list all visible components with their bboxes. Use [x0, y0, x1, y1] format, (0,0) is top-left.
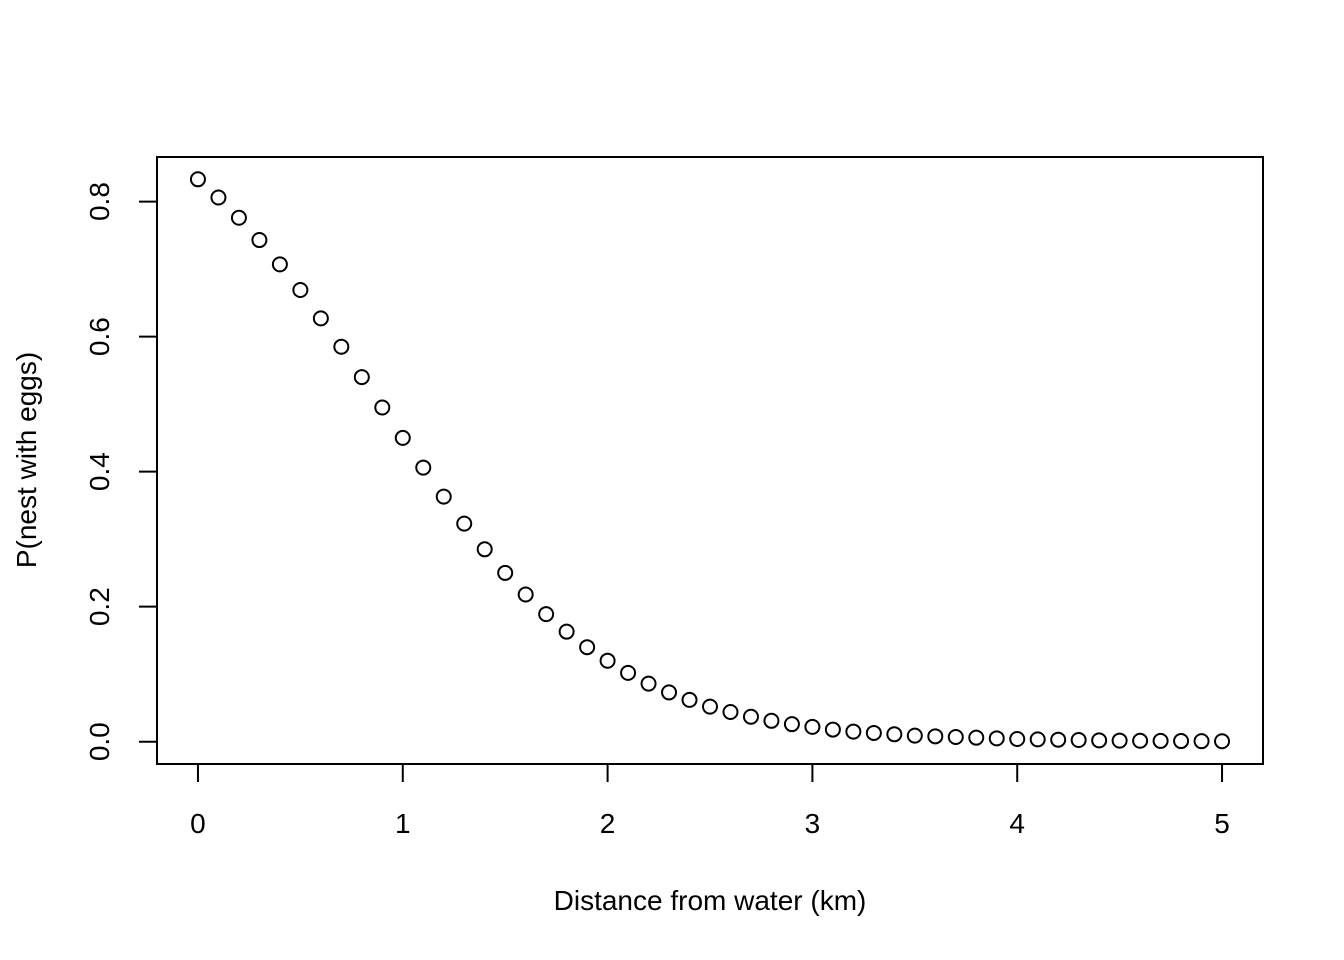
data-point: [702, 698, 718, 715]
data-point: [599, 652, 616, 669]
y-tick-label: 0.8: [84, 182, 115, 221]
data-point: [558, 623, 575, 640]
data-point: [742, 708, 759, 725]
x-axis-label: Distance from water (km): [554, 885, 867, 916]
data-point: [353, 369, 370, 386]
x-tick-label: 4: [1009, 808, 1025, 839]
data-point: [886, 726, 903, 743]
data-point: [1132, 732, 1149, 749]
data-point: [661, 684, 678, 701]
data-point: [538, 606, 555, 623]
data-point: [927, 728, 944, 745]
data-point: [435, 488, 452, 505]
data-point: [1050, 731, 1067, 748]
data-point: [947, 728, 964, 745]
x-axis: 0 1 2 3 4 5: [190, 763, 1230, 839]
data-point: [824, 721, 841, 738]
data-point: [271, 256, 288, 273]
data-point: [783, 716, 800, 733]
y-axis-label: P(nest with eggs): [11, 352, 42, 568]
data-point: [620, 664, 637, 681]
data-point: [722, 704, 739, 721]
data-point: [394, 429, 411, 446]
y-tick-label: 0.2: [84, 587, 115, 626]
data-points: [189, 171, 1231, 750]
data-point: [1091, 732, 1108, 749]
x-tick-label: 1: [395, 808, 411, 839]
data-point: [1111, 732, 1128, 749]
data-point: [456, 515, 473, 532]
data-point: [292, 282, 309, 299]
data-point: [845, 723, 862, 740]
data-point: [579, 639, 596, 656]
x-tick-label: 2: [600, 808, 616, 839]
data-point: [1070, 732, 1087, 749]
data-point: [517, 586, 534, 603]
data-point: [640, 675, 657, 692]
data-point: [906, 727, 923, 744]
data-point: [1214, 733, 1231, 750]
data-point: [333, 338, 350, 355]
data-point: [189, 171, 206, 188]
x-tick-label: 5: [1214, 808, 1230, 839]
data-point: [374, 399, 391, 416]
data-point: [1152, 732, 1169, 749]
data-point: [865, 724, 882, 741]
data-point: [763, 712, 780, 729]
data-point: [681, 691, 698, 708]
data-point: [210, 189, 227, 206]
data-point: [1029, 731, 1046, 748]
data-point: [804, 718, 821, 735]
y-tick-label: 0.0: [84, 722, 115, 761]
data-point: [1173, 733, 1190, 750]
data-point: [415, 459, 432, 476]
data-point: [988, 730, 1005, 747]
data-point: [1009, 731, 1026, 748]
data-point: [1193, 733, 1210, 750]
data-point: [312, 310, 329, 327]
data-point: [476, 541, 493, 558]
data-point: [497, 564, 514, 581]
y-tick-label: 0.4: [84, 452, 115, 491]
data-point: [230, 209, 247, 226]
data-point: [251, 232, 268, 249]
x-tick-label: 0: [190, 808, 206, 839]
data-point: [968, 729, 985, 746]
y-tick-label: 0.6: [84, 317, 115, 356]
x-tick-label: 3: [805, 808, 821, 839]
y-axis: 0.0 0.2 0.4 0.6 0.8: [84, 182, 158, 761]
plot-frame: [156, 156, 1264, 765]
